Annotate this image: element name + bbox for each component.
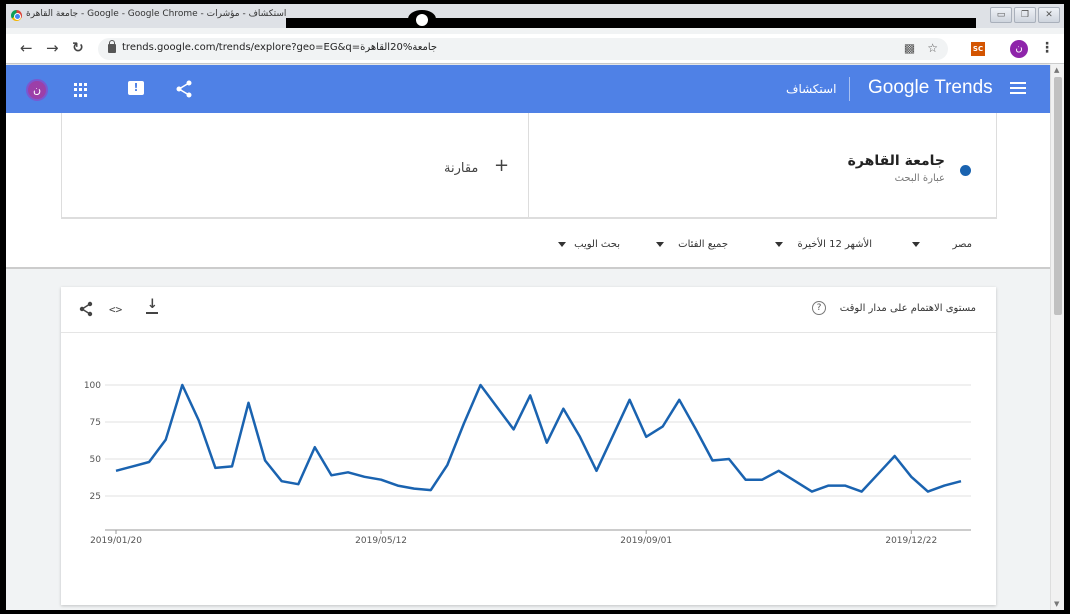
download-icon[interactable]	[146, 297, 158, 314]
trends-header: ن ! استكشاف Google Trends	[6, 65, 1050, 113]
scroll-thumb[interactable]	[1054, 77, 1062, 315]
page-scrollbar[interactable]: ▲ ▼	[1050, 65, 1064, 610]
reload-icon[interactable]: ↻	[72, 40, 84, 56]
address-bar: ← → ↻ trends.google.com/trends/explore?g…	[6, 34, 1064, 64]
minimize-button[interactable]: ▭	[990, 7, 1012, 23]
help-icon[interactable]: ?	[812, 301, 826, 315]
y-tick-label: 25	[90, 492, 101, 502]
scroll-down-icon[interactable]: ▼	[1054, 600, 1060, 608]
filters-bar: مصر الأشهر 12 الأخيرة جميع الفئات بحث ال…	[6, 219, 1050, 269]
chevron-down-icon	[912, 241, 921, 247]
interest-line-chart: 25 50 75 100 2019/01/20 2019/05/12 2019/09/01 2…	[84, 381, 971, 546]
extension-icon[interactable]: SC	[971, 42, 985, 56]
compare-label: مقارنة	[444, 161, 479, 176]
title-bar: جامعة القاهرة - Google - Google Chrome -…	[6, 4, 1064, 28]
y-tick-label: 75	[90, 418, 101, 428]
lock-icon	[108, 40, 116, 53]
maximize-button[interactable]: ❐	[1014, 7, 1036, 23]
forward-arrow-icon[interactable]: →	[46, 39, 59, 57]
search-type-filter[interactable]: بحث الويب	[552, 239, 620, 250]
period-filter[interactable]: الأشهر 12 الأخيرة	[769, 239, 872, 250]
apps-grid-icon[interactable]	[74, 83, 88, 97]
tab-strip	[286, 18, 976, 28]
google-trends-logo[interactable]: Google Trends	[868, 77, 993, 98]
scroll-up-icon[interactable]: ▲	[1054, 66, 1060, 74]
url-input[interactable]: trends.google.com/trends/explore?geo=EG&…	[98, 38, 948, 60]
explore-link[interactable]: استكشاف	[786, 82, 837, 96]
account-avatar[interactable]: ن	[26, 79, 48, 101]
chrome-menu-icon[interactable]: ⋮	[1040, 40, 1054, 56]
region-filter[interactable]: مصر	[906, 239, 972, 250]
y-tick-label: 50	[90, 455, 102, 465]
header-divider	[849, 77, 850, 101]
x-tick-label: 2019/09/01	[620, 536, 672, 546]
card-header: مستوى الاهتمام على مدار الوقت ? <>	[61, 287, 996, 333]
share-icon[interactable]	[176, 80, 192, 98]
chrome-profile-avatar[interactable]: ن	[1010, 40, 1028, 58]
feedback-icon[interactable]: !	[128, 81, 144, 95]
card-title: مستوى الاهتمام على مدار الوقت	[839, 303, 976, 314]
category-filter-label: جميع الفئات	[678, 239, 728, 250]
search-type-filter-label: بحث الويب	[574, 239, 620, 250]
browser-window: جامعة القاهرة - Google - Google Chrome -…	[6, 4, 1064, 610]
bookmark-star-icon[interactable]: ☆	[927, 41, 938, 55]
translate-icon[interactable]: ▩	[903, 41, 916, 55]
tab-favicon-icon[interactable]	[408, 10, 436, 28]
x-tick-label: 2019/12/22	[885, 536, 937, 546]
search-term-type: عبارة البحث	[894, 173, 945, 184]
chevron-down-icon	[558, 241, 567, 247]
share-icon[interactable]	[79, 301, 93, 317]
hamburger-menu-icon[interactable]	[1010, 82, 1026, 94]
back-arrow-icon[interactable]: ←	[20, 39, 33, 57]
period-filter-label: الأشهر 12 الأخيرة	[797, 239, 872, 250]
chrome-logo-icon	[11, 10, 22, 21]
x-tick-label: 2019/01/20	[90, 536, 142, 546]
embed-code-icon[interactable]: <>	[109, 303, 123, 316]
interest-series-line[interactable]	[115, 383, 962, 493]
category-filter[interactable]: جميع الفئات	[650, 239, 728, 250]
search-term-name[interactable]: جامعة القاهرة	[847, 153, 945, 169]
chevron-down-icon	[775, 241, 784, 247]
close-window-button[interactable]: ✕	[1038, 7, 1060, 23]
region-filter-label: مصر	[952, 239, 972, 250]
search-terms-panel: جامعة القاهرة عبارة البحث + مقارنة	[6, 113, 1050, 219]
chevron-down-icon	[656, 241, 665, 247]
window-title: جامعة القاهرة - Google - Google Chrome -…	[26, 9, 287, 19]
interest-over-time-card: مستوى الاهتمام على مدار الوقت ? <> 25 50 7…	[61, 287, 996, 605]
series-color-dot	[960, 165, 971, 176]
url-text[interactable]: trends.google.com/trends/explore?geo=EG&…	[122, 42, 438, 53]
x-tick-label: 2019/05/12	[355, 536, 407, 546]
y-tick-label: 100	[84, 381, 101, 391]
plus-icon: +	[494, 155, 510, 176]
